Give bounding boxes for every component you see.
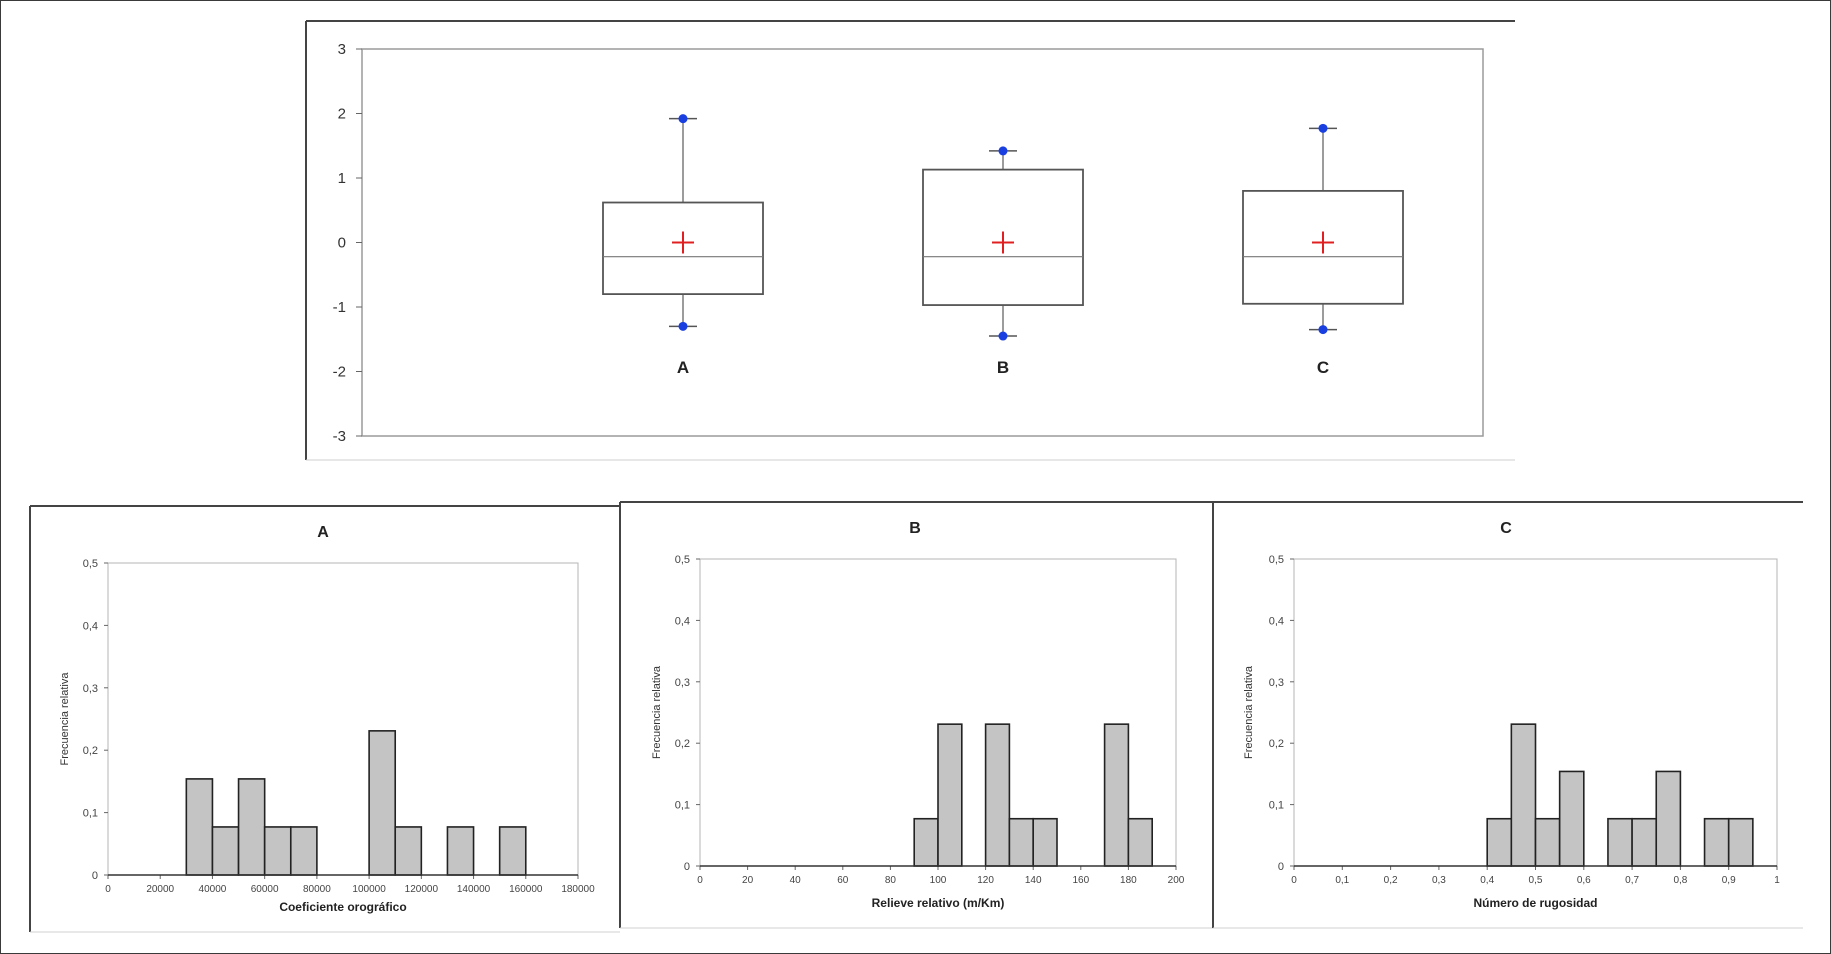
x-tick-label: 0,6 [1577, 875, 1591, 886]
histogram-title: B [909, 520, 921, 537]
x-tick-label: 0,1 [1335, 875, 1349, 886]
x-tick-label: 0,7 [1625, 875, 1639, 886]
y-tick-label: 0,2 [83, 745, 98, 757]
y-tick-label: 0 [338, 235, 346, 252]
y-tick-label: 0,1 [675, 800, 690, 812]
x-tick-label: 20 [742, 875, 754, 886]
histogram-bar [1534, 817, 1561, 867]
histogram-bar [1655, 770, 1682, 867]
histogram-bar [368, 730, 397, 876]
x-tick-label: 200 [1168, 875, 1185, 886]
x-tick-label: 180 [1120, 875, 1137, 886]
y-tick-label: 3 [338, 41, 346, 58]
x-tick-label: 80000 [303, 884, 331, 895]
x-tick-label: 0 [105, 884, 111, 895]
x-tick-label: 0,5 [1529, 875, 1543, 886]
x-tick-label: 40000 [199, 884, 227, 895]
y-tick-label: -1 [333, 299, 346, 316]
histogram-bar [446, 826, 475, 876]
x-tick-label: 80 [885, 875, 897, 886]
x-tick-label: 160 [1072, 875, 1089, 886]
y-tick-label: 0,3 [675, 677, 690, 689]
max-point [998, 146, 1008, 156]
y-tick-label: 2 [338, 106, 346, 123]
category-label: A [677, 358, 689, 377]
x-tick-label: 120 [977, 875, 994, 886]
histogram-bar [185, 778, 214, 876]
max-point [1318, 123, 1328, 133]
x-tick-label: 0 [1291, 875, 1297, 886]
y-tick-label: 0,4 [675, 615, 690, 627]
max-point [678, 114, 688, 124]
x-tick-label: 0,8 [1673, 875, 1687, 886]
x-tick-label: 0,4 [1480, 875, 1494, 886]
x-tick-label: 0 [697, 875, 703, 886]
box-plot-chart: 3 2 1 0 -1 -2 -3 A B C [305, 20, 1515, 461]
histogram-bar [1631, 817, 1658, 867]
histogram-bar [1727, 817, 1754, 867]
histogram-bar [1486, 817, 1513, 867]
histogram-bar [237, 778, 266, 876]
x-tick-label: 100000 [352, 884, 386, 895]
histogram-bar [1703, 817, 1730, 867]
x-tick-label: 0,3 [1432, 875, 1446, 886]
histogram-title: C [1500, 520, 1512, 537]
x-axis-label: Relieve relativo (m/Km) [872, 896, 1005, 910]
x-tick-label: 0,9 [1722, 875, 1736, 886]
y-tick-label: 0 [1278, 861, 1284, 873]
histogram-title: A [317, 524, 329, 541]
x-tick-label: 140000 [457, 884, 491, 895]
y-tick-label: 0 [684, 861, 690, 873]
histogram-bar [394, 826, 423, 876]
y-tick-label: -2 [333, 364, 346, 381]
x-tick-label: 160000 [509, 884, 543, 895]
y-tick-label: 0 [92, 870, 98, 882]
x-tick-label: 60 [837, 875, 849, 886]
x-tick-label: 180000 [561, 884, 595, 895]
x-tick-label: 120000 [405, 884, 439, 895]
x-axis-label: Coeficiente orográfico [279, 900, 406, 914]
y-tick-label: 0,3 [83, 683, 98, 695]
y-tick-label: 0,5 [1269, 554, 1284, 566]
y-tick-label: 0,4 [1269, 615, 1284, 627]
y-tick-label: 0,1 [1269, 800, 1284, 812]
x-tick-label: 0,2 [1384, 875, 1398, 886]
histogram-bar [1607, 817, 1633, 867]
y-tick-label: 0,5 [675, 554, 690, 566]
x-tick-label: 20000 [146, 884, 174, 895]
x-tick-label: 60000 [251, 884, 279, 895]
y-axis-label: Frecuencia relativa [1243, 665, 1255, 759]
histogram-bar [1558, 770, 1585, 867]
x-tick-label: 1 [1774, 875, 1780, 886]
y-tick-label: 0,5 [83, 558, 98, 570]
y-tick-label: 0,1 [83, 808, 98, 820]
min-point [998, 331, 1008, 341]
histogram-bar [1510, 723, 1537, 867]
y-tick-label: -3 [333, 428, 346, 445]
x-axis-label: Número de rugosidad [1473, 896, 1597, 910]
x-tick-label: 100 [930, 875, 947, 886]
y-tick-label: 0,2 [1269, 738, 1284, 750]
x-tick-label: 40 [790, 875, 802, 886]
y-tick-label: 0,4 [83, 620, 98, 632]
y-axis-label: Frecuencia relativa [59, 672, 71, 766]
histogram-bar [211, 826, 240, 876]
min-point [678, 321, 688, 331]
y-tick-label: 0,2 [675, 738, 690, 750]
category-label: C [1317, 358, 1329, 377]
min-point [1318, 325, 1328, 335]
category-label: B [997, 358, 1009, 377]
y-tick-label: 0,3 [1269, 677, 1284, 689]
y-tick-label: 1 [338, 170, 346, 187]
x-tick-label: 140 [1025, 875, 1042, 886]
y-axis-label: Frecuencia relativa [651, 665, 663, 759]
